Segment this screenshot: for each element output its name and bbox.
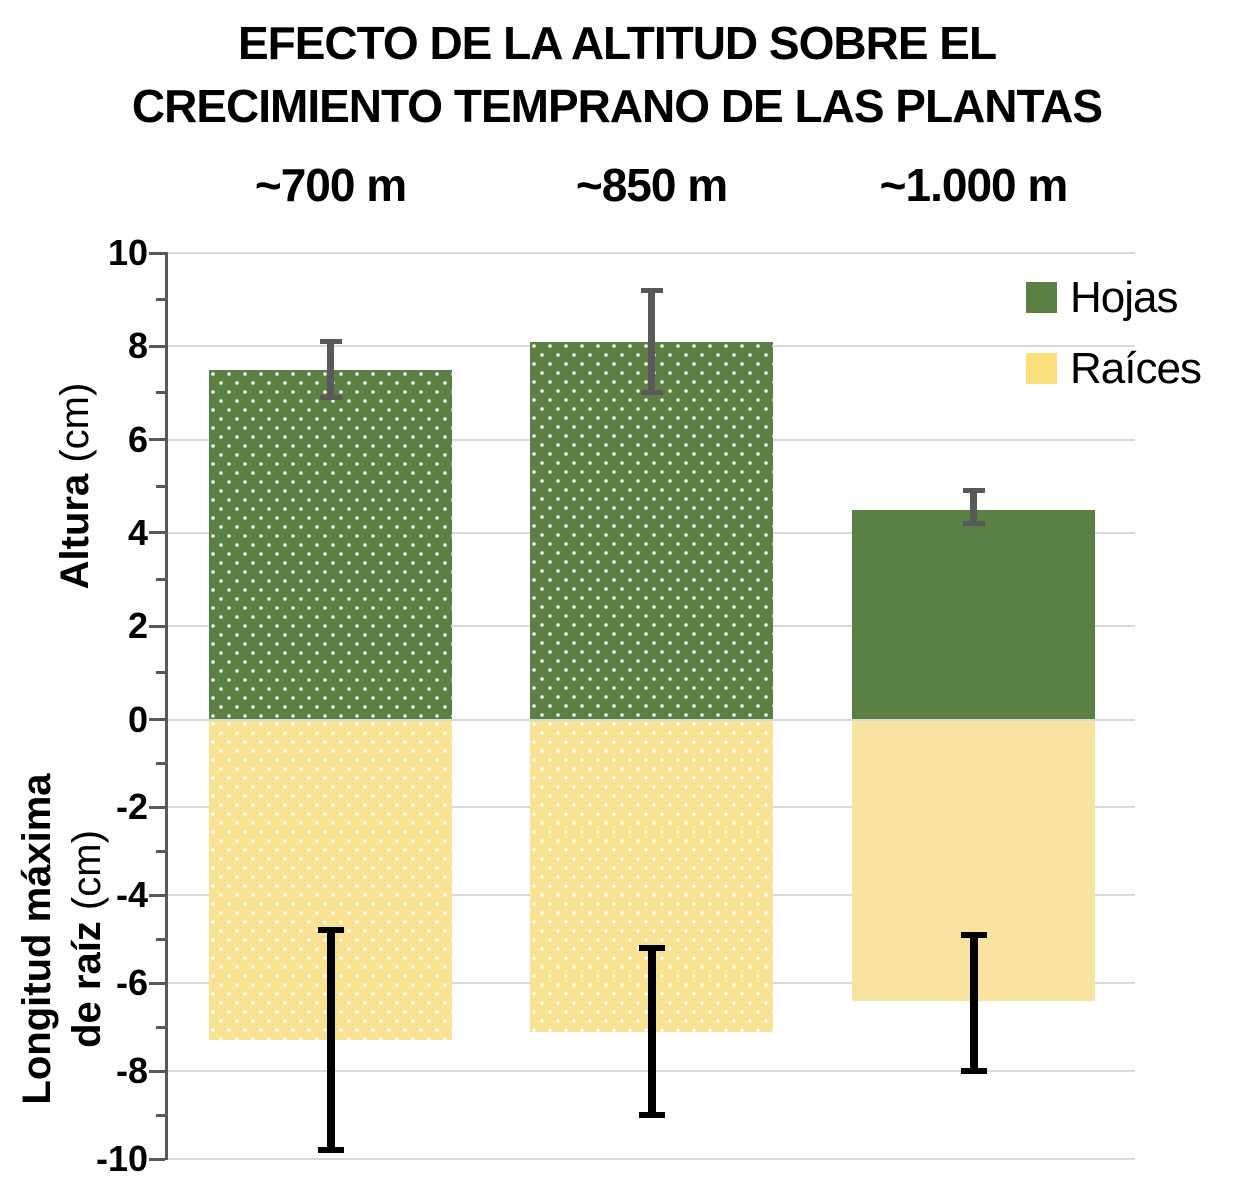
- error-bar-hojas-1: [648, 290, 655, 393]
- legend: Hojas Raíces: [1008, 262, 1234, 404]
- y-tick-label--8: -8: [115, 1050, 148, 1092]
- y-minor-tick--3: [156, 849, 165, 853]
- error-bar-raíces-0: [326, 930, 335, 1151]
- y-axis-title-raiz: Longitud máxima de raíz (cm): [12, 709, 112, 1169]
- gridline-y-10: [168, 1158, 1135, 1160]
- error-bar-hojas-2: [970, 490, 977, 524]
- y-major-tick-2: [149, 624, 165, 628]
- y-tick-label--10: -10: [95, 1138, 148, 1179]
- legend-swatch-hojas: [1026, 282, 1057, 313]
- y-major-tick--6: [149, 981, 165, 985]
- error-cap-hojas-2-low: [962, 521, 985, 527]
- y-tick-label-2: 2: [127, 605, 148, 647]
- y-minor-tick--7: [156, 1025, 165, 1029]
- y-tick-label-6: 6: [127, 418, 148, 460]
- y-major-tick--8: [149, 1069, 165, 1073]
- category-label-2: ~1.000 m: [879, 159, 1069, 211]
- category-label-1: ~850 m: [575, 159, 728, 211]
- y-tick-label--6: -6: [115, 962, 148, 1004]
- error-cap-raíces-1-low: [638, 1112, 665, 1119]
- y-tick-label-0: 0: [127, 698, 148, 740]
- y-major-tick--10: [149, 1157, 165, 1161]
- error-cap-hojas-2-high: [962, 488, 985, 494]
- legend-item-hojas: Hojas: [1008, 273, 1234, 323]
- legend-label-hojas: Hojas: [1070, 272, 1178, 322]
- error-cap-raíces-0-high: [317, 927, 344, 934]
- gridline-zero-overlay: [168, 718, 1135, 721]
- error-bar-hojas-0: [327, 341, 334, 398]
- bar-hojas-0: [209, 369, 452, 720]
- y-axis-title-altura-unit: (cm): [53, 382, 97, 474]
- bar-hojas-1: [530, 341, 773, 720]
- error-bar-raíces-2: [969, 934, 978, 1072]
- gridline-y10: [168, 252, 1135, 254]
- error-cap-raíces-1-high: [638, 945, 665, 952]
- y-major-tick--2: [149, 805, 165, 809]
- y-major-tick--4: [149, 893, 165, 897]
- y-major-tick-10: [149, 251, 165, 255]
- y-minor-tick--1: [156, 761, 165, 765]
- error-cap-raíces-0-low: [317, 1147, 344, 1154]
- error-cap-hojas-1-high: [640, 287, 663, 293]
- y-minor-tick-5: [156, 484, 165, 488]
- y-axis-title-altura-main: Altura: [53, 473, 97, 590]
- y-major-tick-0: [149, 718, 165, 721]
- category-label-0: ~700 m: [254, 159, 407, 211]
- y-axis-title-raiz-unit: (cm): [65, 830, 109, 922]
- y-minor-tick--9: [156, 1113, 165, 1117]
- legend-swatch-raíces: [1026, 353, 1057, 384]
- error-cap-hojas-0-high: [319, 339, 342, 345]
- y-minor-tick-7: [156, 391, 165, 395]
- chart-title-line2: CRECIMIENTO TEMPRANO DE LAS PLANTAS: [131, 80, 1103, 133]
- y-axis-title-raiz-line1: Longitud máxima: [15, 773, 59, 1105]
- chart-title-line1: EFECTO DE LA ALTITUD SOBRE EL: [237, 17, 997, 69]
- y-minor-tick-1: [156, 671, 165, 675]
- y-axis-title-raiz-line2: de raíz: [65, 921, 109, 1048]
- error-bar-raíces-1: [647, 948, 656, 1116]
- y-axis-title-altura: Altura (cm): [50, 336, 100, 636]
- y-minor-tick-3: [156, 578, 165, 582]
- chart-title: EFECTO DE LA ALTITUD SOBRE EL CRECIMIENT…: [30, 12, 1204, 139]
- error-cap-raíces-2-low: [960, 1068, 987, 1075]
- error-cap-raíces-2-high: [960, 931, 987, 938]
- bar-hojas-2: [852, 509, 1095, 720]
- y-minor-tick-9: [156, 298, 165, 302]
- y-major-tick-4: [149, 531, 165, 535]
- error-cap-hojas-1-low: [640, 390, 663, 396]
- legend-item-raíces: Raíces: [1008, 344, 1234, 394]
- y-tick-label-10: 10: [107, 232, 148, 273]
- error-cap-hojas-0-low: [319, 395, 342, 401]
- y-tick-label--4: -4: [115, 874, 148, 916]
- y-minor-tick--5: [156, 937, 165, 941]
- y-tick-label-8: 8: [127, 325, 148, 367]
- y-major-tick-6: [149, 438, 165, 442]
- y-axis-line: [165, 252, 168, 1160]
- y-tick-label-4: 4: [127, 511, 148, 553]
- legend-label-raíces: Raíces: [1070, 343, 1202, 393]
- y-major-tick-8: [149, 344, 165, 348]
- y-tick-label--2: -2: [115, 786, 148, 828]
